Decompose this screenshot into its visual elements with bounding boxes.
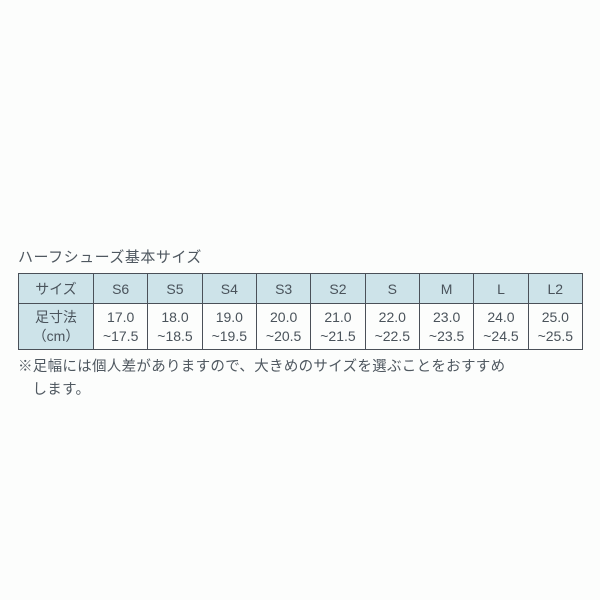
footnote: ※足幅には個人差がありますので、大きめのサイズを選ぶことをおすすめ します。: [18, 356, 583, 402]
cell: 22.0~22.5: [365, 304, 419, 350]
header-size-label: サイズ: [19, 274, 94, 304]
header-col: S5: [148, 274, 202, 304]
cell: 24.0~24.5: [474, 304, 528, 350]
header-col: M: [419, 274, 473, 304]
footnote-line1: ※足幅には個人差がありますので、大きめのサイズを選ぶことをおすすめ: [18, 356, 583, 379]
header-col: S: [365, 274, 419, 304]
cell: 23.0~23.5: [419, 304, 473, 350]
cell: 21.0~21.5: [311, 304, 365, 350]
row-foot-label: 足寸法（cm）: [19, 304, 94, 350]
header-col: S3: [256, 274, 310, 304]
header-col: L: [474, 274, 528, 304]
cell: 18.0~18.5: [148, 304, 202, 350]
header-col: S4: [202, 274, 256, 304]
header-col: S2: [311, 274, 365, 304]
size-table: サイズ S6 S5 S4 S3 S2 S M L L2 足寸法（cm） 17.0…: [18, 273, 583, 350]
table-title: ハーフシューズ基本サイズ: [18, 246, 583, 267]
cell: 19.0~19.5: [202, 304, 256, 350]
cell: 17.0~17.5: [94, 304, 148, 350]
header-col: S6: [94, 274, 148, 304]
cell: 25.0~25.5: [528, 304, 582, 350]
header-col: L2: [528, 274, 582, 304]
cell: 20.0~20.5: [256, 304, 310, 350]
footnote-line2: します。: [18, 379, 583, 402]
